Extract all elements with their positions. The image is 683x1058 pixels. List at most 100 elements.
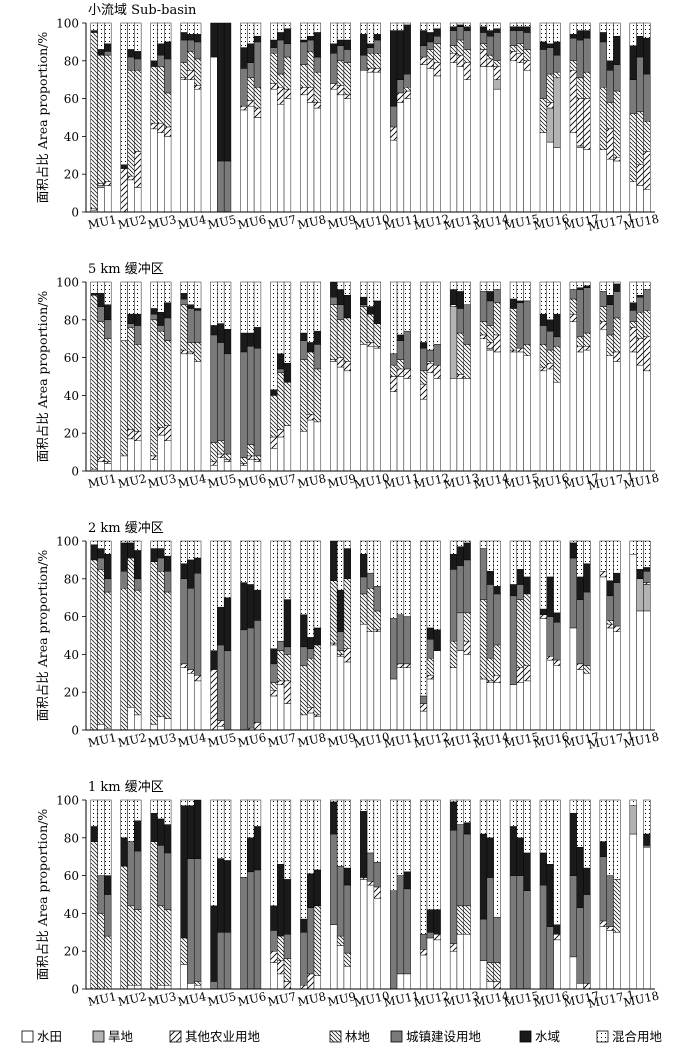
bar-segment-paddy	[277, 973, 285, 990]
bar-segment-water	[134, 313, 142, 326]
bar-segment-urban	[403, 616, 411, 665]
bar-segment-water	[366, 306, 375, 315]
bar-segment-mixed	[127, 540, 135, 544]
bar-segment-otheragri	[636, 164, 644, 186]
bar-segment-otheragri	[539, 614, 548, 619]
bar-segment-otheragri	[569, 70, 577, 133]
bar-segment-forest	[134, 344, 142, 432]
bar-segment-urban	[247, 871, 255, 990]
bar-segment-mixed	[157, 799, 165, 820]
bar-segment-water	[180, 805, 188, 939]
bar-segment-mixed	[313, 799, 322, 871]
bar-segment-water	[546, 319, 554, 332]
bar-segment-otheragri	[539, 366, 548, 372]
bar-segment-paddy	[313, 716, 322, 731]
bar-segment-otheragri	[330, 642, 338, 646]
bar-segment-otheragri	[479, 49, 488, 67]
bar-segment-water	[306, 873, 315, 908]
bar-segment-urban	[157, 845, 165, 907]
bar-segment-otheragri	[277, 87, 285, 105]
bar-segment-water	[360, 34, 368, 56]
bar-segment-water	[433, 28, 441, 37]
bar-segment-urban	[360, 304, 368, 307]
bar-segment-urban	[403, 73, 411, 88]
bar-segment-dry	[643, 584, 651, 612]
bar-segment-urban	[253, 869, 262, 990]
bar-segment-water	[300, 614, 308, 648]
bar-segment-mixed	[509, 22, 518, 28]
bar-segment-urban	[396, 340, 405, 360]
bar-segment-forest	[523, 593, 531, 666]
bar-segment-paddy	[636, 364, 644, 472]
bar-segment-water	[97, 293, 105, 307]
bar-segment-urban	[300, 646, 308, 666]
bar-segment-urban	[599, 291, 607, 307]
bar-segment-otheragri	[104, 461, 112, 464]
bar-segment-paddy	[613, 932, 621, 990]
bar-segment-forest	[306, 657, 315, 708]
bar-segment-forest	[90, 841, 98, 990]
bar-segment-mixed	[636, 22, 644, 37]
bar-segment-paddy	[180, 964, 188, 990]
bar-segment-water	[403, 24, 411, 75]
bar-segment-otheragri	[523, 60, 531, 71]
bar-segment-mixed	[539, 281, 548, 315]
bar-segment-water	[360, 554, 368, 578]
bar-segment-water	[426, 909, 435, 933]
bar-segment-otheragri	[283, 981, 292, 990]
bar-segment-paddy	[396, 973, 405, 990]
bar-segment-paddy	[366, 71, 375, 213]
bar-segment-forest	[546, 349, 554, 364]
bar-segment-urban	[210, 334, 218, 443]
bar-segment-water	[606, 580, 614, 597]
bar-segment-otheragri	[336, 85, 345, 96]
bar-segment-paddy	[127, 438, 135, 472]
bar-segment-urban	[493, 289, 501, 304]
bar-segment-mixed	[373, 799, 381, 863]
bar-segment-urban	[576, 289, 584, 338]
legend-item-otheragri: 其他农业用地	[169, 1029, 261, 1044]
bar-segment-urban	[396, 614, 405, 665]
bar-segment-water	[449, 801, 458, 831]
bar-segment-forest	[164, 591, 172, 719]
bar-segment-forest	[463, 344, 471, 379]
bar-segment-paddy	[433, 378, 441, 472]
bar-segment-water	[97, 548, 105, 559]
bar-segment-paddy	[553, 381, 561, 472]
legend-swatch	[390, 1030, 403, 1043]
bar-segment-urban	[606, 595, 614, 621]
bar-segment-urban	[643, 845, 651, 848]
bar-segment-water	[210, 650, 218, 670]
bar-segment-urban	[187, 858, 195, 984]
bar-segment-mixed	[180, 281, 188, 294]
bar-segment-mixed	[539, 22, 548, 43]
bar-segment-paddy	[120, 455, 128, 472]
bar-segment-mixed	[509, 540, 518, 585]
bar-segment-forest	[283, 958, 292, 982]
bar-segment-urban	[270, 663, 278, 683]
y-axis-label: 面积占比 Area proportion/%	[35, 32, 50, 204]
bar-segment-paddy	[433, 75, 441, 213]
bar-segment-otheragri	[277, 960, 285, 975]
bar-segment-mixed	[270, 22, 278, 41]
bar-segment-paddy	[569, 627, 577, 731]
bar-segment-mixed	[240, 540, 248, 583]
bar-segment-water	[247, 332, 255, 347]
bar-segment-otheragri	[546, 102, 554, 109]
legend-label: 混合用地	[612, 1029, 663, 1044]
bar-segment-water	[210, 22, 218, 58]
bar-segment-water	[343, 548, 351, 580]
y-tick-label: 100	[56, 794, 79, 808]
bar-segment-otheragri	[373, 886, 381, 899]
bar-segment-forest	[606, 102, 614, 130]
bar-segment-paddy	[606, 627, 614, 731]
legend-label: 水田	[37, 1029, 62, 1044]
bar-segment-paddy	[240, 465, 248, 472]
bar-segment-forest	[90, 559, 98, 731]
bar-segment-forest	[509, 45, 518, 52]
bar-segment-paddy	[217, 457, 225, 472]
bar-segment-forest	[366, 313, 375, 343]
bar-segment-paddy	[576, 351, 584, 472]
x-category-label: MU2	[117, 989, 148, 1009]
bar-segment-water	[180, 293, 188, 300]
